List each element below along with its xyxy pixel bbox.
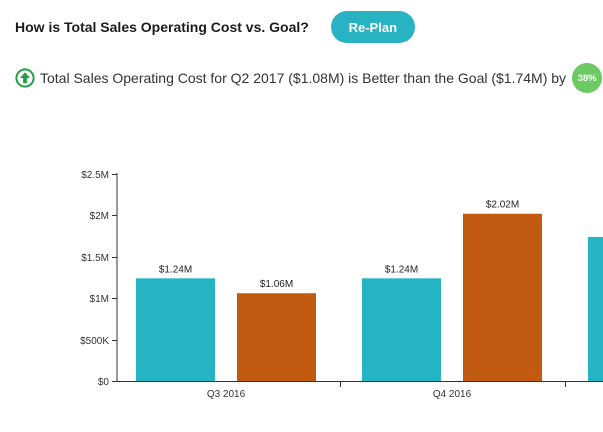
replan-button[interactable]: Re-Plan: [330, 11, 415, 43]
y-tick-label: $1.5M: [81, 253, 109, 264]
y-tick-label: $500K: [80, 336, 109, 347]
question-title: How is Total Sales Operating Cost vs. Go…: [15, 19, 309, 35]
y-tick-label: $2M: [90, 211, 109, 222]
bar-actual: [362, 278, 441, 381]
bar-goal: [463, 213, 542, 381]
insight-text: Total Sales Operating Cost for Q2 2017 (…: [40, 70, 567, 86]
y-tick-label: $1M: [90, 294, 109, 305]
y-tick-label: $2.5M: [81, 170, 109, 181]
insight-line: Total Sales Operating Cost for Q2 2017 (…: [15, 63, 603, 93]
x-category-label: Q4 2016: [433, 389, 472, 400]
bar-value-label: $1.24M: [159, 264, 192, 275]
percent-badge: 38%: [572, 63, 603, 93]
bar-value-label: $1.24M: [385, 264, 418, 275]
arrow-up-circle-icon: [15, 68, 35, 88]
bar-actual: [588, 236, 603, 381]
bar-value-label: $1.06M: [260, 279, 293, 290]
x-category-label: Q3 2016: [207, 389, 246, 400]
header: How is Total Sales Operating Cost vs. Go…: [15, 11, 415, 43]
bar-value-label: $2.02M: [486, 200, 519, 211]
bar-goal: [237, 293, 316, 381]
y-tick-label: $0: [98, 377, 110, 388]
bar-actual: [136, 278, 215, 381]
